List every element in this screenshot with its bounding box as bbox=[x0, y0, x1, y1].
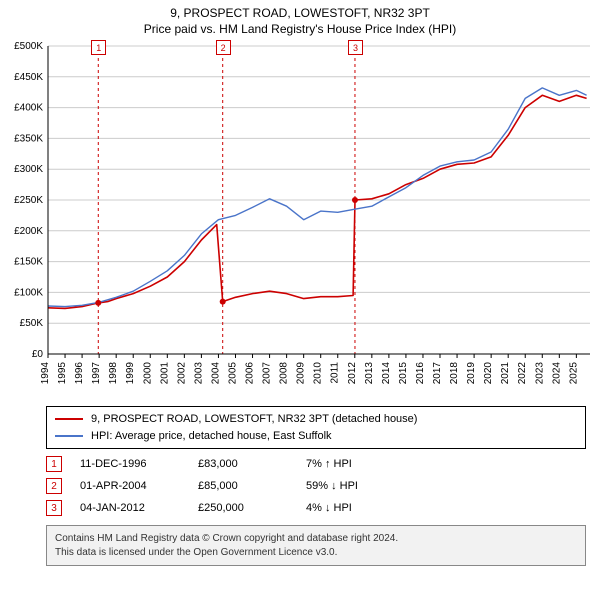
svg-text:2005: 2005 bbox=[227, 362, 238, 385]
svg-text:£450K: £450K bbox=[14, 72, 43, 83]
svg-text:2016: 2016 bbox=[415, 362, 426, 385]
svg-text:1996: 1996 bbox=[74, 362, 85, 385]
svg-text:1997: 1997 bbox=[91, 362, 102, 385]
svg-text:2015: 2015 bbox=[398, 362, 409, 385]
svg-text:1995: 1995 bbox=[57, 362, 68, 385]
svg-text:2003: 2003 bbox=[193, 362, 204, 385]
svg-text:2010: 2010 bbox=[313, 362, 324, 385]
svg-text:£350K: £350K bbox=[14, 133, 43, 144]
event-date: 04-JAN-2012 bbox=[80, 502, 180, 514]
footer-line: Contains HM Land Registry data © Crown c… bbox=[55, 532, 577, 546]
svg-text:£200K: £200K bbox=[14, 226, 43, 237]
svg-text:2002: 2002 bbox=[176, 362, 187, 385]
svg-text:£500K: £500K bbox=[14, 42, 43, 52]
legend-label: HPI: Average price, detached house, East… bbox=[91, 428, 332, 445]
svg-text:2013: 2013 bbox=[364, 362, 375, 385]
event-delta: 4% ↓ HPI bbox=[306, 502, 406, 514]
svg-text:2021: 2021 bbox=[500, 362, 511, 385]
chart-title: 9, PROSPECT ROAD, LOWESTOFT, NR32 3PT bbox=[4, 6, 596, 20]
svg-text:2008: 2008 bbox=[279, 362, 290, 385]
svg-text:£50K: £50K bbox=[20, 318, 44, 329]
svg-text:£100K: £100K bbox=[14, 287, 43, 298]
svg-text:1994: 1994 bbox=[40, 362, 51, 385]
svg-text:2006: 2006 bbox=[245, 362, 256, 385]
legend-label: 9, PROSPECT ROAD, LOWESTOFT, NR32 3PT (d… bbox=[91, 411, 417, 428]
event-marker: 3 bbox=[46, 500, 62, 516]
svg-text:2000: 2000 bbox=[142, 362, 153, 385]
legend-row: HPI: Average price, detached house, East… bbox=[55, 428, 577, 445]
svg-text:1998: 1998 bbox=[108, 362, 119, 385]
chart-marker-label: 2 bbox=[216, 40, 231, 55]
title-block: 9, PROSPECT ROAD, LOWESTOFT, NR32 3PT Pr… bbox=[4, 6, 596, 36]
svg-text:2017: 2017 bbox=[432, 362, 443, 385]
svg-text:2024: 2024 bbox=[551, 362, 562, 385]
legend-swatch bbox=[55, 435, 83, 437]
event-row: 2 01-APR-2004 £85,000 59% ↓ HPI bbox=[46, 475, 586, 497]
event-row: 3 04-JAN-2012 £250,000 4% ↓ HPI bbox=[46, 497, 586, 519]
chart-marker-label: 3 bbox=[348, 40, 363, 55]
svg-text:£400K: £400K bbox=[14, 103, 43, 114]
event-delta: 7% ↑ HPI bbox=[306, 458, 406, 470]
svg-text:2025: 2025 bbox=[568, 362, 579, 385]
chart-marker-label: 1 bbox=[91, 40, 106, 55]
svg-text:2018: 2018 bbox=[449, 362, 460, 385]
chart-area: £0 £50K £100K £150K £200K £250K £300K £350K £400… bbox=[4, 42, 596, 400]
svg-text:2022: 2022 bbox=[517, 362, 528, 385]
event-delta: 59% ↓ HPI bbox=[306, 480, 406, 492]
svg-text:£0: £0 bbox=[32, 349, 44, 360]
svg-text:£250K: £250K bbox=[14, 195, 43, 206]
footer-line: This data is licensed under the Open Gov… bbox=[55, 546, 577, 560]
event-row: 1 11-DEC-1996 £83,000 7% ↑ HPI bbox=[46, 453, 586, 475]
legend: 9, PROSPECT ROAD, LOWESTOFT, NR32 3PT (d… bbox=[46, 406, 586, 449]
event-price: £83,000 bbox=[198, 458, 288, 470]
svg-text:2023: 2023 bbox=[534, 362, 545, 385]
event-marker: 1 bbox=[46, 456, 62, 472]
svg-text:1999: 1999 bbox=[125, 362, 136, 385]
svg-text:2001: 2001 bbox=[159, 362, 170, 385]
legend-row: 9, PROSPECT ROAD, LOWESTOFT, NR32 3PT (d… bbox=[55, 411, 577, 428]
svg-text:2012: 2012 bbox=[347, 362, 358, 385]
svg-text:2009: 2009 bbox=[296, 362, 307, 385]
event-price: £250,000 bbox=[198, 502, 288, 514]
event-price: £85,000 bbox=[198, 480, 288, 492]
svg-text:£150K: £150K bbox=[14, 257, 43, 268]
svg-text:2011: 2011 bbox=[330, 362, 341, 384]
attribution-footer: Contains HM Land Registry data © Crown c… bbox=[46, 525, 586, 566]
svg-text:2007: 2007 bbox=[262, 362, 273, 385]
price-chart-svg: £0 £50K £100K £150K £200K £250K £300K £350K £400… bbox=[4, 42, 596, 400]
events-table: 1 11-DEC-1996 £83,000 7% ↑ HPI 2 01-APR-… bbox=[46, 453, 586, 519]
event-date: 01-APR-2004 bbox=[80, 480, 180, 492]
svg-text:2004: 2004 bbox=[210, 362, 221, 385]
legend-swatch bbox=[55, 418, 83, 420]
svg-text:£300K: £300K bbox=[14, 164, 43, 175]
event-marker: 2 bbox=[46, 478, 62, 494]
chart-subtitle: Price paid vs. HM Land Registry's House … bbox=[4, 22, 596, 36]
svg-text:2019: 2019 bbox=[466, 362, 477, 385]
svg-text:2020: 2020 bbox=[483, 362, 494, 385]
svg-text:2014: 2014 bbox=[381, 362, 392, 385]
event-date: 11-DEC-1996 bbox=[80, 458, 180, 470]
